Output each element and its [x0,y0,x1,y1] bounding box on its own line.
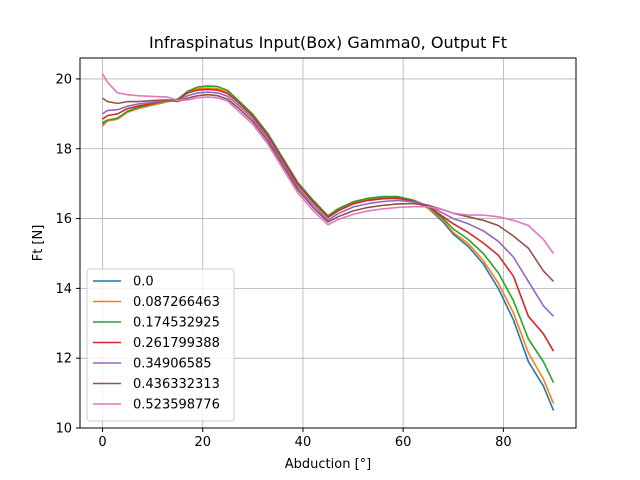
x-tick-label: 20 [194,435,211,450]
x-tick-label: 0 [98,435,106,450]
y-tick-label: 18 [55,142,72,157]
legend-label-1: 0.087266463 [133,295,220,310]
y-tick-label: 16 [55,212,72,227]
y-tick-label: 10 [55,422,72,437]
x-tick-label: 40 [295,435,312,450]
legend-label-5: 0.436332313 [133,377,220,392]
x-tick-label: 60 [395,435,412,450]
y-tick-label: 12 [55,352,72,367]
legend: 0.0 0.087266463 0.174532925 0.261799388 0.34… [86,268,235,422]
legend-label-6: 0.523598776 [133,398,220,413]
legend-label-2: 0.174532925 [133,316,220,331]
y-tick-label: 20 [55,72,72,87]
legend-label-0: 0.0 [133,275,154,290]
y-tick-label: 14 [55,282,72,297]
axis-ticks: 0 20 40 60 80 10 12 14 16 18 20 [55,72,511,450]
x-axis-label: Abduction [°] [285,457,371,472]
chart-title: Infraspinatus Input(Box) Gamma0, Output … [149,33,507,52]
legend-label-3: 0.261799388 [133,336,220,351]
series-line-5 [102,93,555,282]
y-axis-label: Ft [N] [31,225,46,262]
series-line-6 [101,73,555,254]
legend-box [86,268,235,422]
plot-frame [79,57,577,429]
series-lines [101,73,555,411]
legend-label-4: 0.34906585 [133,357,212,372]
series-line-4 [102,91,555,317]
x-tick-label: 80 [495,435,512,450]
